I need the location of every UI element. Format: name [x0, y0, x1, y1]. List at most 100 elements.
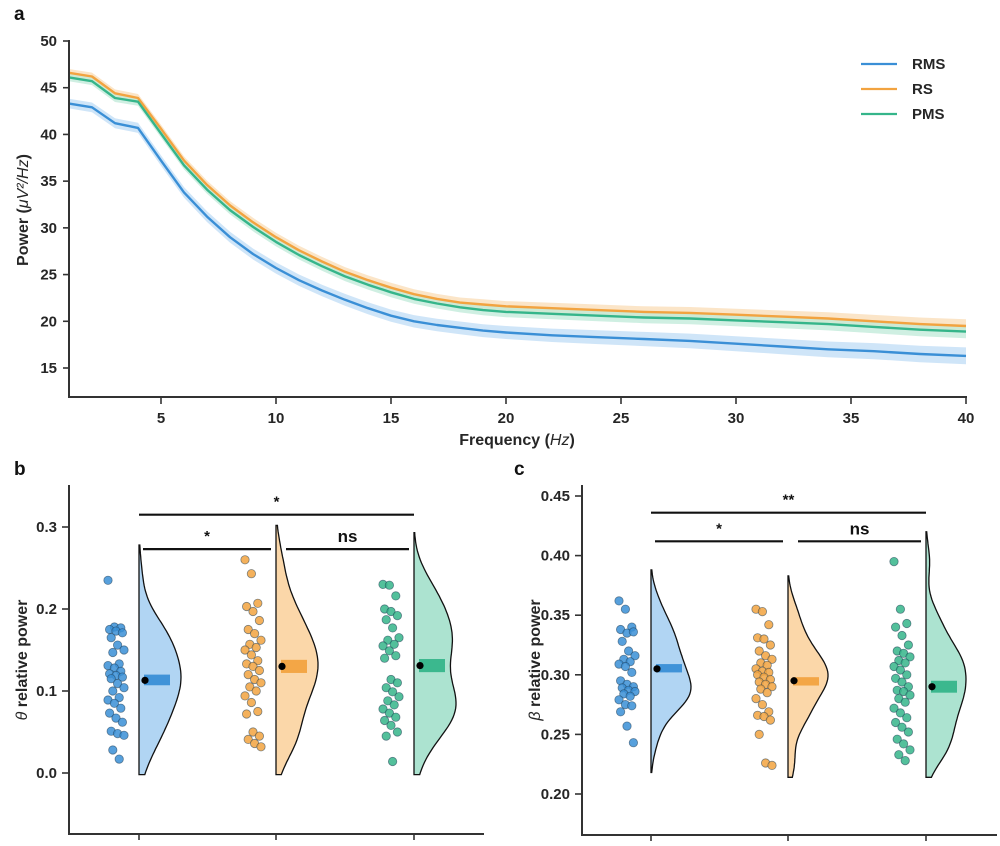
- y-tick-label: 0.40: [541, 548, 570, 565]
- density-pms: [925, 531, 967, 778]
- data-point-rs: [767, 682, 777, 692]
- mean-dot-rs: [278, 662, 286, 671]
- data-point-rs: [253, 706, 263, 717]
- data-point-pms: [392, 610, 402, 621]
- data-point-pms: [895, 604, 906, 614]
- data-point-pms: [392, 678, 402, 688]
- significance-label: **: [783, 492, 795, 509]
- x-tick-label: 40: [958, 410, 975, 427]
- y-tick-label: 0.2: [36, 601, 57, 618]
- data-point-rs: [767, 760, 777, 771]
- data-point-pms: [387, 687, 398, 697]
- y-tick-label: 30: [40, 220, 57, 237]
- y-tick-label: 35: [40, 173, 57, 190]
- y-ticks: 0.0 0.1 0.2 0.3: [36, 519, 69, 782]
- data-point-pms: [897, 722, 907, 732]
- data-point-pms: [900, 697, 910, 707]
- y-tick-label: 0.45: [541, 488, 570, 505]
- data-point-pms: [378, 704, 388, 714]
- data-point-rms: [614, 695, 624, 705]
- data-point-rms: [628, 738, 639, 748]
- data-point-rs: [762, 688, 772, 698]
- data-point-pms: [391, 591, 401, 601]
- data-point-rms: [617, 636, 627, 647]
- data-point-rs: [246, 569, 256, 579]
- density-rs: [275, 524, 319, 776]
- data-point-rs: [757, 699, 768, 710]
- x-tick-label: 20: [498, 410, 515, 427]
- line-rs: [68, 71, 967, 328]
- data-point-pms: [379, 715, 390, 726]
- significance-brackets: * * ns: [139, 494, 414, 551]
- data-point-rms: [117, 628, 128, 638]
- significance-label: *: [716, 520, 722, 537]
- data-point-rms: [119, 730, 129, 740]
- data-point-pms: [889, 556, 899, 567]
- significance-label: ns: [850, 519, 870, 538]
- significance-label: *: [204, 528, 210, 545]
- data-point-pms: [905, 652, 915, 662]
- data-point-rms: [103, 575, 113, 585]
- data-point-rms: [106, 633, 116, 643]
- data-point-pms: [387, 623, 398, 633]
- band-pms: [69, 73, 966, 339]
- data-point-rms: [119, 683, 129, 693]
- data-point-rs: [246, 650, 256, 660]
- data-point-rms: [106, 674, 116, 684]
- data-point-rs: [242, 601, 252, 612]
- data-point-pms: [897, 677, 907, 687]
- y-tick-label: 25: [40, 267, 57, 284]
- data-point-rms: [615, 707, 626, 717]
- data-point-pms: [384, 580, 394, 590]
- data-point-rs: [765, 640, 776, 650]
- data-point-rms: [117, 717, 128, 727]
- data-point-pms: [391, 712, 401, 722]
- data-point-rs: [243, 734, 253, 745]
- y-tick-label: 20: [40, 313, 57, 330]
- data-point-pms: [386, 720, 396, 731]
- data-point-rs: [243, 669, 253, 680]
- y-tick-label: 0.25: [541, 726, 570, 743]
- significance-label: ns: [338, 527, 358, 546]
- mean-dot-rs: [790, 677, 798, 685]
- data-point-pms: [892, 734, 902, 744]
- data-point-rs: [253, 598, 263, 608]
- data-point-rs: [256, 678, 266, 688]
- data-point-pms: [379, 653, 390, 663]
- data-point-rs: [240, 691, 250, 701]
- data-point-pms: [889, 703, 899, 713]
- line-pms: [68, 76, 967, 333]
- data-point-rms: [114, 754, 124, 764]
- data-point-pms: [387, 756, 398, 767]
- data-point-pms: [900, 755, 910, 766]
- mean-bar-rs: [281, 659, 307, 673]
- data-point-rms: [630, 651, 640, 661]
- data-point-pms: [384, 646, 394, 656]
- data-point-pms: [895, 708, 906, 718]
- y-tick-label: 0.20: [541, 786, 570, 803]
- data-point-pms: [894, 750, 904, 760]
- data-point-pms: [902, 670, 912, 680]
- y-ticks: 0.20 0.25 0.30 0.35 0.40 0.45: [541, 488, 582, 803]
- data-point-pms: [381, 615, 391, 625]
- x-tick-label: 25: [613, 410, 630, 427]
- data-point-pms: [890, 622, 901, 632]
- y-tick-label: 15: [40, 360, 57, 377]
- data-point-rs: [765, 715, 776, 725]
- y-tick-label: 0.35: [541, 607, 570, 624]
- data-point-rms: [111, 713, 121, 723]
- data-point-rms: [108, 686, 118, 696]
- mean-dot-rms: [141, 676, 149, 684]
- data-point-rms: [620, 661, 631, 672]
- series-lines: [68, 71, 967, 358]
- data-point-rms: [119, 645, 129, 655]
- data-point-pms: [392, 727, 402, 737]
- data-point-pms: [394, 692, 404, 702]
- data-point-pms: [389, 700, 399, 710]
- raincloud-marks: [614, 531, 967, 778]
- data-point-pms: [902, 713, 912, 723]
- y-ticks: 15 20 25 30 35 40 45 50: [40, 33, 69, 377]
- density-rs: [787, 575, 829, 778]
